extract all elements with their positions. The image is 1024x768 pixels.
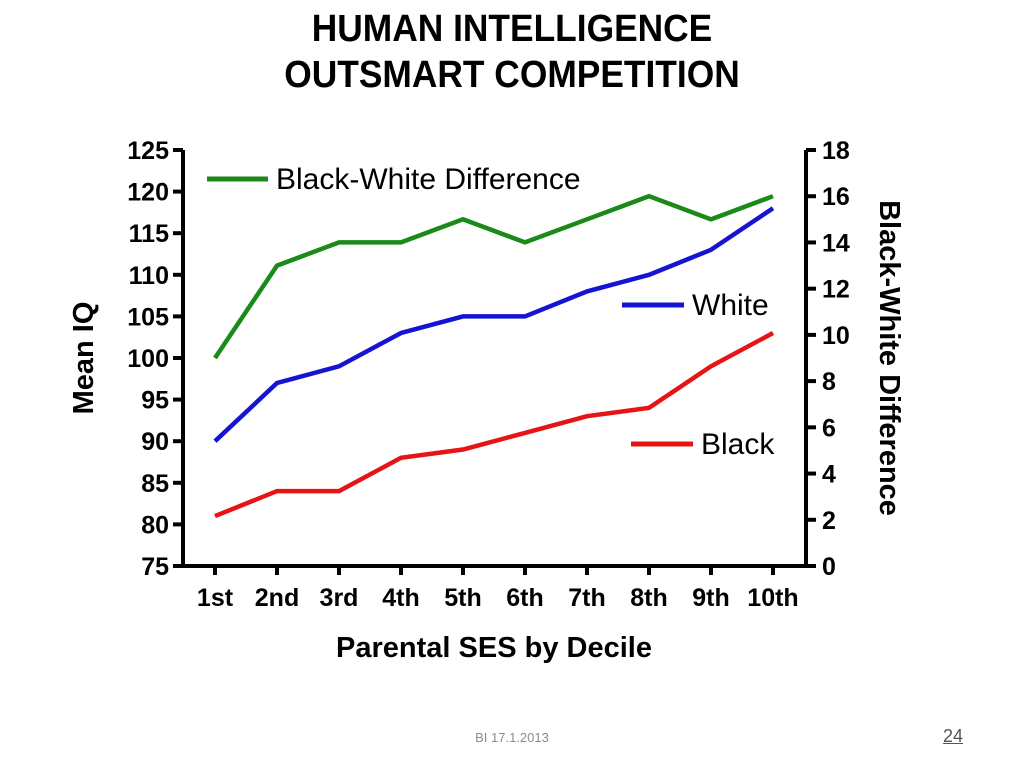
x-tick-label: 10th <box>747 584 798 612</box>
right-tick-label: 14 <box>822 229 850 257</box>
chart-axes <box>181 150 808 568</box>
left-tick-label: 85 <box>141 470 169 498</box>
chart-series <box>213 193 775 519</box>
left-tick-label: 100 <box>127 345 169 373</box>
x-tick-label: 4th <box>382 584 420 612</box>
title-line-2: OUTSMART COMPETITION <box>284 54 740 96</box>
series-line-white <box>213 206 775 443</box>
x-tick-label: 8th <box>630 584 668 612</box>
right-tick-label: 12 <box>822 276 850 304</box>
x-tick-label: 2nd <box>255 584 299 612</box>
legend-label-black: Black <box>701 428 775 461</box>
x-tick-label: 9th <box>692 584 730 612</box>
right-tick-label: 2 <box>822 507 836 535</box>
right-tick-label: 18 <box>822 137 850 165</box>
x-axis-label: Parental SES by Decile <box>336 632 652 664</box>
title-line-1: HUMAN INTELLIGENCE <box>311 8 713 50</box>
x-tick-label: 1st <box>197 584 234 612</box>
left-tick-label: 110 <box>129 262 169 290</box>
page-number: 24 <box>942 726 964 746</box>
x-axis-ticks: 1st 2nd 3rd 4th 5th 6th 7th 8th 9th 10th <box>197 566 799 612</box>
y2-axis-label: Black-White Difference <box>873 200 905 516</box>
series-line-black-white-difference <box>213 193 774 360</box>
legend-label-white: White <box>692 289 769 322</box>
left-tick-label: 90 <box>141 428 169 456</box>
x-tick-label: 6th <box>506 584 544 612</box>
chart-legend: Black-White Difference White Black <box>207 163 775 461</box>
series-line-black <box>214 331 775 519</box>
right-tick-label: 0 <box>822 553 836 581</box>
right-tick-label: 6 <box>822 414 836 442</box>
left-tick-label: 80 <box>141 511 169 539</box>
right-tick-label: 10 <box>822 322 850 350</box>
right-tick-label: 16 <box>822 183 850 211</box>
left-tick-label: 120 <box>127 179 169 207</box>
left-tick-label: 75 <box>141 553 169 581</box>
x-tick-label: 3rd <box>320 584 359 612</box>
slide-title: HUMAN INTELLIGENCE OUTSMART COMPETITION <box>36 6 988 98</box>
left-tick-label: 125 <box>127 137 169 165</box>
left-tick-label: 95 <box>141 387 169 415</box>
right-tick-label: 8 <box>822 368 836 396</box>
x-tick-label: 7th <box>568 584 606 612</box>
x-tick-label: 5th <box>444 584 482 612</box>
y-axis-label: Mean IQ <box>68 302 100 415</box>
right-axis-ticks: 0 2 4 6 8 10 12 14 16 18 <box>806 137 850 581</box>
left-tick-label: 105 <box>127 303 169 331</box>
slide-footer: BI 17.1.2013 <box>475 730 549 745</box>
right-tick-label: 4 <box>822 461 836 489</box>
left-axis-ticks: 75 80 85 90 95 100 105 110 115 120 125 <box>127 137 183 581</box>
left-tick-label: 115 <box>129 220 169 248</box>
legend-label-black-white-difference: Black-White Difference <box>276 163 581 196</box>
